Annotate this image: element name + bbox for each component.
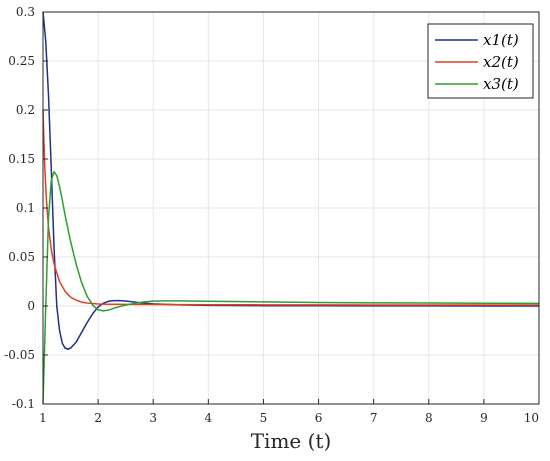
x-tick-label: 3	[149, 411, 157, 425]
y-tick-label: 0.3	[16, 5, 35, 19]
series-line-2	[42, 109, 539, 306]
y-tick-label: -0.05	[4, 348, 35, 362]
y-axis-ticks: -0.1 -0.05 0 0.05 0.1 0.15 0.2 0.25 0.3	[4, 5, 48, 411]
y-tick-label: 0.1	[16, 201, 35, 215]
series-layer	[42, 11, 540, 405]
x-tick-label: 1	[39, 411, 47, 425]
legend-label-x1: x1(t)	[483, 31, 519, 49]
x-axis-label: Time (t)	[251, 429, 332, 453]
x-tick-label: 9	[480, 411, 488, 425]
series-line-3	[42, 170, 540, 405]
legend-label-x2: x2(t)	[483, 53, 519, 71]
y-tick-label: 0.2	[16, 103, 35, 117]
y-tick-label: 0	[27, 299, 35, 313]
x-tick-label: 7	[370, 411, 378, 425]
y-tick-label: 0.15	[8, 152, 35, 166]
x-tick-label: 6	[315, 411, 323, 425]
legend-label-x3: x3(t)	[483, 75, 519, 93]
x-tick-label: 10	[524, 411, 539, 425]
y-tick-label: 0.05	[8, 250, 35, 264]
series-line-1	[42, 11, 539, 350]
x-tick-label: 8	[425, 411, 433, 425]
x-tick-label: 4	[205, 411, 213, 425]
x-axis-ticks: 1 2 3 4 5 6 7 8 9 10	[39, 399, 540, 425]
x-tick-label: 5	[260, 411, 268, 425]
legend: x1(t) x2(t) x3(t)	[427, 23, 534, 99]
y-tick-label: -0.1	[12, 397, 35, 411]
y-tick-label: 0.25	[8, 54, 35, 68]
x-tick-label: 2	[94, 411, 102, 425]
legend-box	[427, 23, 534, 99]
